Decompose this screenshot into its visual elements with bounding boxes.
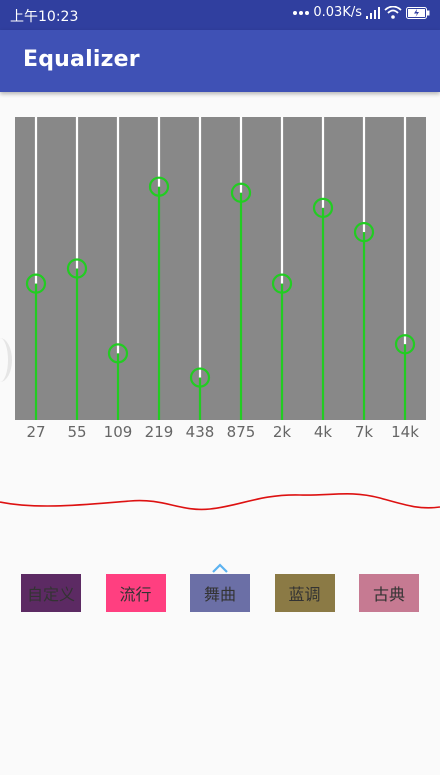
freq-label: 109 bbox=[103, 423, 133, 441]
preset-button[interactable]: 古典 bbox=[359, 574, 419, 612]
status-time: 上午10:23 bbox=[10, 9, 79, 25]
eq-band-slider[interactable] bbox=[312, 117, 334, 420]
preset-button[interactable]: 舞曲 bbox=[190, 574, 250, 612]
freq-label: 7k bbox=[354, 423, 374, 441]
preset-button[interactable]: 流行 bbox=[105, 574, 166, 612]
app-bar: Equalizer bbox=[0, 30, 440, 92]
eq-band-slider[interactable] bbox=[148, 117, 170, 420]
app-title: Equalizer bbox=[23, 47, 140, 72]
eq-band-slider[interactable] bbox=[230, 117, 252, 420]
freq-label: 219 bbox=[144, 423, 174, 441]
status-icons: 0.03K/s bbox=[293, 5, 430, 20]
selected-preset-indicator-icon bbox=[212, 563, 228, 573]
freq-label: 438 bbox=[185, 423, 215, 441]
eq-band-knob[interactable] bbox=[312, 197, 334, 219]
preset-button[interactable]: 蓝调 bbox=[274, 574, 335, 612]
frequency-labels: 27 55 109 219 438 875 2k 4k 7k 14k bbox=[0, 423, 440, 443]
eq-band-slider[interactable] bbox=[107, 117, 129, 420]
equalizer-sliders[interactable] bbox=[15, 117, 426, 420]
status-bar: 上午10:23 0.03K/s bbox=[0, 0, 440, 30]
equalizer-panel bbox=[15, 117, 426, 420]
eq-band-slider[interactable] bbox=[189, 117, 211, 420]
eq-band-slider[interactable] bbox=[66, 117, 88, 420]
waveform-visualizer bbox=[0, 492, 440, 511]
signal-icon bbox=[366, 6, 380, 19]
dots-icon bbox=[293, 10, 310, 15]
eq-band-slider[interactable] bbox=[271, 117, 293, 420]
battery-icon bbox=[406, 6, 430, 19]
network-speed: 0.03K/s bbox=[313, 5, 362, 20]
preset-buttons: 自定义 流行 舞曲 蓝调 古典 bbox=[0, 574, 440, 612]
preset-button[interactable]: 自定义 bbox=[21, 574, 81, 612]
eq-band-slider[interactable] bbox=[25, 117, 47, 420]
eq-band-knob[interactable] bbox=[230, 182, 252, 203]
eq-band-knob[interactable] bbox=[189, 367, 211, 388]
freq-label: 55 bbox=[67, 423, 87, 441]
freq-label: 4k bbox=[313, 423, 333, 441]
eq-band-knob[interactable] bbox=[394, 334, 416, 355]
eq-band-knob[interactable] bbox=[148, 176, 170, 197]
freq-label: 14k bbox=[391, 423, 419, 441]
wifi-icon bbox=[384, 6, 402, 19]
freq-label: 27 bbox=[26, 423, 46, 441]
eq-band-knob[interactable] bbox=[353, 222, 375, 243]
eq-band-knob[interactable] bbox=[271, 273, 293, 294]
freq-label: 875 bbox=[226, 423, 256, 441]
eq-band-slider[interactable] bbox=[353, 117, 375, 420]
eq-band-knob[interactable] bbox=[25, 273, 47, 294]
freq-label: 2k bbox=[272, 423, 292, 441]
eq-band-knob[interactable] bbox=[66, 258, 88, 279]
edge-handle-icon bbox=[0, 338, 12, 382]
eq-band-knob[interactable] bbox=[107, 343, 129, 364]
eq-band-slider[interactable] bbox=[394, 117, 416, 420]
